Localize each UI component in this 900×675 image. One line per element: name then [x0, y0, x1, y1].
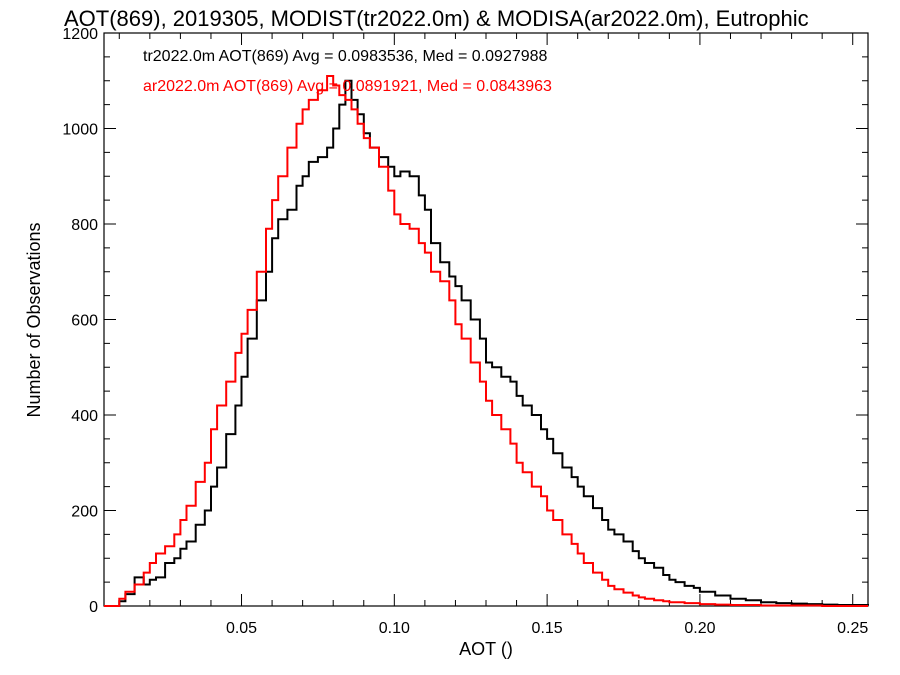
series-line-0	[104, 79, 869, 607]
y-axis-ticks: 0 200 400 600 800 1000 1200	[62, 26, 868, 616]
y-axis-label: Number of Observations	[24, 222, 44, 417]
y-tick-label: 800	[71, 217, 98, 234]
x-tick-label: 0.20	[684, 620, 715, 637]
y-tick-label: 1200	[62, 26, 98, 43]
x-tick-label: 0.10	[379, 620, 410, 637]
x-tick-label: 0.15	[532, 620, 563, 637]
x-axis-ticks: 0.05 0.10 0.15 0.20 0.25	[118, 33, 868, 637]
chart-title: AOT(869), 2019305, MODIST(tr2022.0m) & M…	[64, 6, 809, 31]
series-line-1	[104, 75, 868, 607]
plot-frame	[103, 32, 869, 607]
y-tick-label: 200	[71, 504, 98, 521]
y-tick-label: 600	[71, 313, 98, 330]
x-tick-label: 0.25	[837, 620, 868, 637]
legend-entry-tr2022: tr2022.0m AOT(869) Avg = 0.0983536, Med …	[143, 48, 548, 65]
y-tick-label: 1000	[62, 122, 98, 139]
series-layer	[104, 75, 869, 607]
x-axis-label: AOT ()	[459, 639, 513, 659]
legend-entry-ar2022: ar2022.0m AOT(869) Avg = 0.0891921, Med …	[143, 78, 552, 95]
y-tick-label: 400	[71, 408, 98, 425]
x-tick-label: 0.05	[226, 620, 257, 637]
y-tick-label: 0	[89, 599, 98, 616]
